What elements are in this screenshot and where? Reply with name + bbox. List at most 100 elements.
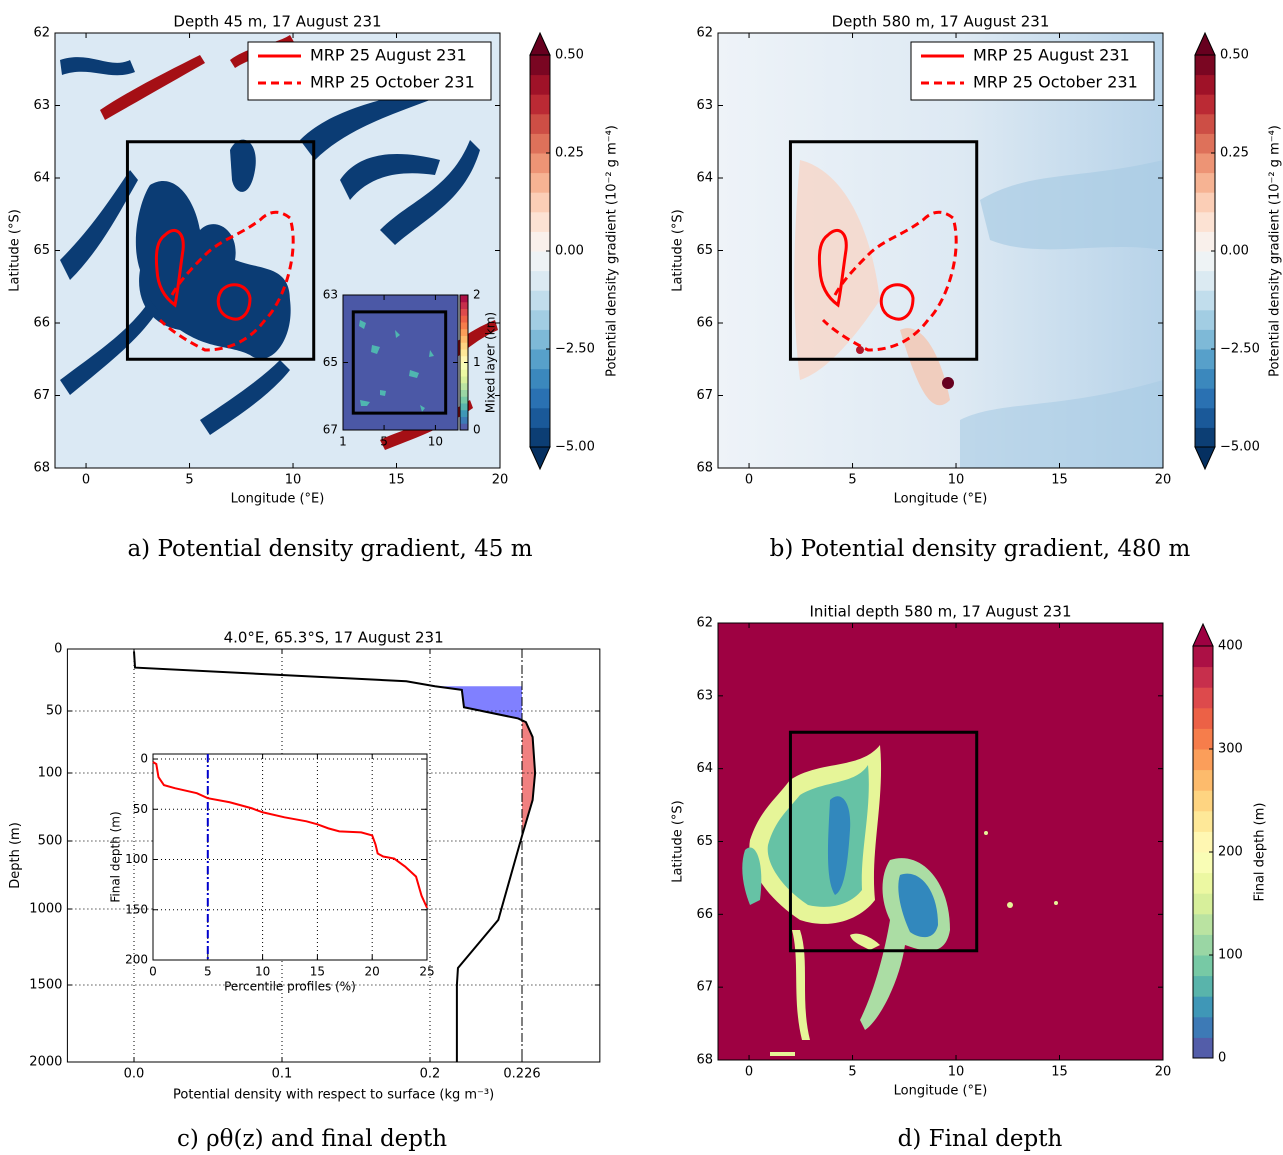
colorbar-band	[1193, 955, 1213, 977]
x-axis-label: Longitude (°E)	[231, 492, 325, 507]
y-tick-label: 67	[696, 388, 713, 403]
y-tick-label: 500	[38, 834, 63, 849]
colorbar-band	[1195, 113, 1215, 134]
colorbar-tick-label: 1	[473, 355, 481, 369]
y-tick-label: 63	[33, 98, 50, 113]
y-tick-label: 67	[696, 980, 713, 995]
colorbar-band	[1193, 934, 1213, 956]
y-tick-label: 0	[140, 752, 148, 766]
colorbar-band	[530, 231, 550, 252]
y-tick-label: 63	[696, 98, 713, 113]
y-tick-label: 66	[33, 316, 50, 331]
y-tick-label: 50	[133, 802, 148, 816]
colorbar-tick-label: −2.50	[1220, 342, 1260, 357]
colorbar-band	[1195, 349, 1215, 370]
colorbar-band	[460, 389, 468, 397]
colorbar-band	[1195, 192, 1215, 213]
x-tick-label: 15	[388, 473, 405, 488]
x-tick-label: 5	[848, 473, 856, 488]
inset-background	[153, 754, 427, 960]
y-axis-label: Final depth (m)	[109, 811, 123, 902]
colorbar-band	[1193, 1037, 1213, 1059]
x-tick-label: 0.1	[272, 1067, 293, 1082]
x-tick-label: 0	[149, 965, 157, 979]
y-tick-label: 2000	[29, 1055, 62, 1070]
colorbar-band	[1195, 74, 1215, 95]
colorbar-band	[460, 308, 468, 316]
colorbar-tick-label: 2	[473, 288, 481, 302]
x-tick-label: 20	[1155, 473, 1172, 488]
y-tick-label: 64	[696, 761, 713, 776]
y-tick-label: 68	[33, 461, 50, 476]
x-tick-label: 5	[204, 965, 212, 979]
y-tick-label: 1000	[29, 902, 62, 917]
colorbar-band	[530, 211, 550, 232]
x-tick-label: 0	[745, 473, 753, 488]
colorbar-band	[530, 251, 550, 272]
colorbar-band	[1195, 172, 1215, 193]
x-tick-label: 10	[255, 965, 270, 979]
y-tick-label: 65	[33, 243, 50, 258]
colorbar-band	[1193, 687, 1213, 709]
colorbar-band	[530, 329, 550, 350]
legend-frame	[910, 41, 1155, 101]
colorbar-tick-label: 0	[473, 423, 481, 437]
colorbar-tick-label: 0	[1218, 1051, 1226, 1066]
axes-title: Initial depth 580 m, 17 August 231	[810, 603, 1072, 621]
colorbar-label: Mixed layer (km)	[484, 312, 498, 413]
axes-title: 4.0°E, 65.3°S, 17 August 231	[224, 629, 444, 647]
colorbar-band	[1195, 427, 1215, 448]
y-axis-label: Latitude (°S)	[671, 800, 686, 883]
colorbar-tick-label: −2.50	[555, 342, 595, 357]
shade-lighter	[434, 686, 523, 723]
colorbar-band	[530, 290, 550, 311]
legend-label: MRP 25 October 231	[310, 73, 475, 92]
x-tick-label: 20	[365, 965, 380, 979]
colorbar-band	[530, 113, 550, 134]
colorbar-band	[1195, 368, 1215, 389]
colorbar-tick-label: −5.00	[555, 440, 595, 455]
colorbar-band	[530, 94, 550, 115]
y-tick-label: 100	[38, 766, 63, 781]
region-box	[788, 140, 979, 361]
legend-label: MRP 25 October 231	[973, 73, 1138, 92]
colorbar-band	[1195, 407, 1215, 428]
colorbar-band	[530, 349, 550, 370]
caption: a) Potential density gradient, 45 m	[127, 536, 532, 562]
x-tick-label: 0	[745, 1065, 753, 1080]
colorbar-band	[530, 427, 550, 448]
y-tick-label: 150	[125, 902, 148, 916]
colorbar-tick-label: 200	[1218, 845, 1243, 860]
colorbar-band	[1195, 55, 1215, 76]
colorbar-band	[460, 416, 468, 424]
x-axis-label: Potential density with respect to surfac…	[173, 1088, 494, 1103]
x-tick-label: 0.0	[124, 1067, 145, 1082]
y-tick-label: 63	[323, 288, 338, 302]
colorbar-band	[530, 55, 550, 76]
colorbar-band	[1195, 153, 1215, 174]
colorbar-band	[1195, 231, 1215, 252]
colorbar-band	[1193, 1016, 1213, 1038]
colorbar-band	[1193, 707, 1213, 729]
colorbar-tick-label: 0.00	[555, 244, 584, 259]
y-tick-label: 68	[696, 461, 713, 476]
y-tick-label: 64	[33, 171, 50, 186]
axes-frame	[152, 753, 428, 961]
colorbar-band	[530, 368, 550, 389]
colorbar-band	[1193, 666, 1213, 688]
y-tick-label: 50	[46, 704, 63, 719]
colorbar-band	[460, 342, 468, 350]
axes-title: Depth 580 m, 17 August 231	[832, 13, 1050, 31]
y-tick-label: 64	[696, 171, 713, 186]
y-tick-label: 68	[696, 1053, 713, 1068]
y-tick-label: 65	[696, 243, 713, 258]
colorbar-band	[530, 388, 550, 409]
y-tick-label: 62	[696, 616, 713, 631]
colorbar-band	[530, 133, 550, 154]
caption: c) ρθ(z) and final depth	[177, 1126, 447, 1152]
y-tick-label: 62	[696, 26, 713, 41]
colorbar-band	[460, 396, 468, 404]
colorbar-extend	[1194, 31, 1216, 56]
colorbar-tick-label: 0.50	[555, 48, 584, 63]
x-axis-label: Longitude (°E)	[894, 492, 988, 507]
